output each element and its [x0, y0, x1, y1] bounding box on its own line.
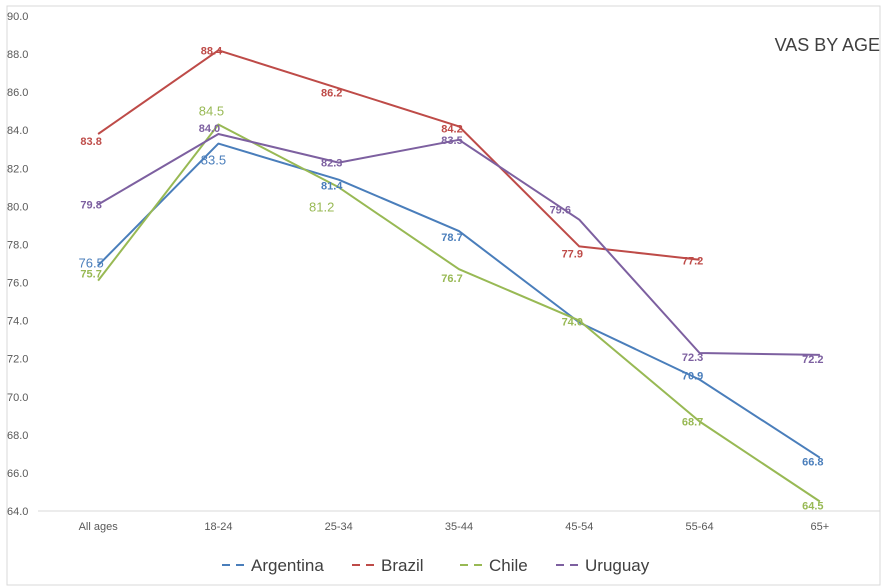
x-tick-label: 18-24: [204, 521, 232, 533]
data-label-uruguay: 82.3: [321, 158, 342, 170]
y-tick-label: 72.0: [7, 354, 28, 366]
data-labels: 76.5 83.5 81.4 78.7 70.9 66.8 83.8 88.4 86.2 84.2…: [78, 45, 823, 512]
data-label-chile: 76.7: [441, 273, 462, 285]
x-tick-label: 65+: [811, 521, 830, 533]
series-line-brazil: [97, 49, 700, 261]
data-label-argentina: 78.7: [441, 232, 462, 244]
data-label-chile: 64.5: [802, 500, 823, 512]
series-line-argentina: [97, 142, 821, 459]
chart-title: VAS BY AGE: [775, 35, 880, 55]
data-label-uruguay: 83.5: [441, 135, 462, 147]
data-label-argentina: 66.8: [802, 457, 823, 469]
data-label-chile: 75.7: [80, 269, 101, 281]
y-tick-label: 74.0: [7, 316, 28, 328]
x-tick-label: 55-64: [686, 521, 714, 533]
x-tick-label: 45-54: [565, 521, 593, 533]
data-label-brazil: 77.2: [682, 256, 703, 268]
data-label-brazil: 83.8: [80, 136, 101, 148]
series-line-chile: [97, 123, 821, 503]
y-tick-label: 70.0: [7, 392, 28, 404]
y-tick-label: 80.0: [7, 201, 28, 213]
data-label-chile: 74.0: [562, 317, 583, 329]
x-tick-label: 25-34: [325, 521, 353, 533]
axes: 64.0 66.0 68.0 70.0 72.0 74.0 76.0 78.0 80.0 82.0…: [7, 11, 880, 533]
y-tick-label: 78.0: [7, 239, 28, 251]
data-label-brazil: 84.2: [441, 123, 462, 135]
legend: Argentina Brazil Chile Uruguay: [222, 556, 650, 575]
data-label-chile: 68.7: [682, 417, 703, 429]
data-label-chile: 81.2: [309, 199, 334, 214]
legend-label: Uruguay: [585, 556, 650, 575]
data-label-uruguay: 72.2: [802, 354, 823, 366]
data-label-argentina: 70.9: [682, 371, 703, 383]
data-label-uruguay: 72.3: [682, 352, 703, 364]
data-label-uruguay: 79.6: [550, 205, 571, 217]
y-tick-label: 88.0: [7, 49, 28, 61]
y-tick-label: 66.0: [7, 468, 28, 480]
series-layer: [97, 49, 821, 503]
y-tick-label: 86.0: [7, 87, 28, 99]
legend-label: Chile: [489, 556, 528, 575]
legend-label: Brazil: [381, 556, 424, 575]
y-tick-label: 90.0: [7, 11, 28, 23]
data-label-uruguay: 84.0: [199, 123, 220, 135]
data-label-argentina: 81.4: [321, 181, 343, 193]
y-tick-label: 76.0: [7, 278, 28, 290]
chart-border: [6, 5, 881, 586]
data-label-argentina: 76.5: [78, 255, 103, 270]
x-tick-label: All ages: [79, 521, 119, 533]
data-label-brazil: 86.2: [321, 87, 342, 99]
y-tick-label: 68.0: [7, 430, 28, 442]
y-tick-label: 84.0: [7, 125, 28, 137]
data-label-chile: 84.5: [199, 104, 224, 119]
legend-label: Argentina: [251, 556, 324, 575]
x-tick-label: 35-44: [445, 521, 473, 533]
data-label-uruguay: 79.8: [80, 199, 101, 211]
data-label-brazil: 77.9: [562, 248, 583, 260]
y-tick-label: 64.0: [7, 506, 28, 518]
y-tick-label: 82.0: [7, 163, 28, 175]
series-line-uruguay: [97, 133, 820, 356]
data-label-brazil: 88.4: [201, 45, 223, 57]
data-label-argentina: 83.5: [201, 153, 226, 168]
